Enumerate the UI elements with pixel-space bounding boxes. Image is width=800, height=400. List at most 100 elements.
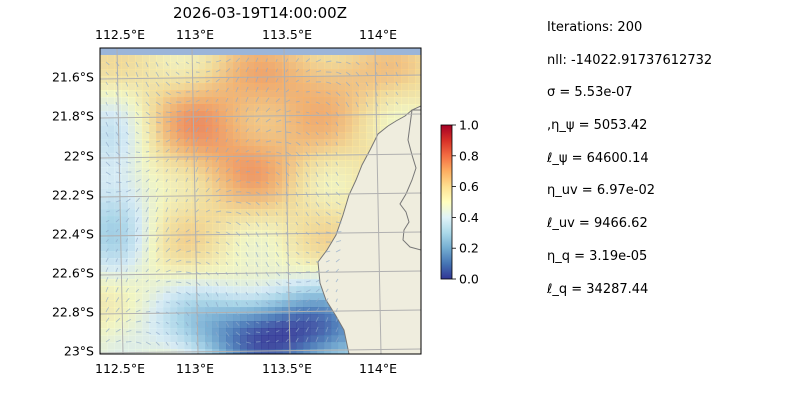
velocity-arrow [285, 261, 291, 266]
field-cell [149, 62, 157, 70]
field-cell [163, 230, 171, 238]
velocity-arrow [225, 158, 230, 163]
field-cell [142, 335, 150, 343]
field-cell [219, 216, 227, 224]
field-cell [331, 153, 339, 161]
velocity-arrow [225, 331, 230, 337]
velocity-arrow [115, 339, 121, 343]
field-cell [163, 293, 171, 301]
velocity-arrow [305, 131, 310, 136]
field-cell [135, 181, 143, 189]
velocity-arrow [305, 307, 311, 313]
field-cell [247, 293, 255, 301]
velocity-arrow [315, 101, 320, 104]
velocity-arrow [205, 241, 210, 243]
velocity-arrow [255, 331, 261, 334]
velocity-arrow [165, 129, 172, 133]
field-cell [170, 314, 178, 322]
field-cell [114, 118, 122, 126]
field-cell [219, 349, 227, 354]
field-cell [107, 209, 115, 217]
velocity-arrow [185, 137, 190, 143]
velocity-arrow [175, 198, 178, 203]
velocity-arrow [125, 198, 131, 203]
velocity-arrow [245, 321, 250, 325]
field-cell [142, 251, 150, 259]
field-cell [100, 188, 108, 196]
velocity-arrow [135, 217, 139, 223]
velocity-arrow [335, 161, 339, 166]
field-cell [121, 314, 129, 322]
field-cell [296, 272, 304, 280]
velocity-arrow [145, 111, 151, 116]
field-cell [107, 132, 115, 140]
field-cell [261, 244, 269, 252]
field-cell [296, 167, 304, 175]
field-cell [184, 62, 192, 70]
field-cell [212, 146, 220, 154]
velocity-arrow [215, 271, 219, 276]
velocity-arrow [335, 131, 338, 136]
field-cell [303, 174, 311, 182]
velocity-arrow [105, 238, 109, 243]
field-cell [219, 111, 227, 119]
field-cell [275, 349, 283, 354]
land-lagoon-coast [399, 109, 421, 251]
field-cell [107, 244, 115, 252]
velocity-arrow [215, 147, 219, 153]
field-cell [303, 104, 311, 112]
field-cell [163, 76, 171, 84]
field-cell [135, 153, 143, 161]
field-cell [303, 293, 311, 301]
field-cell [128, 69, 136, 77]
field-cell [128, 321, 136, 329]
field-cell [135, 244, 143, 252]
field-cell [338, 118, 346, 126]
field-cell [156, 342, 164, 350]
field-cell [268, 300, 276, 308]
field-cell [233, 83, 241, 91]
field-cell [149, 83, 157, 91]
field-cell [163, 139, 171, 147]
velocity-arrow [335, 171, 339, 176]
velocity-arrow [215, 331, 219, 338]
field-cell [170, 83, 178, 91]
field-cell [107, 328, 115, 336]
field-cell [261, 62, 269, 70]
velocity-arrow [335, 211, 342, 215]
field-cell [289, 209, 297, 217]
field-cell [170, 111, 178, 119]
velocity-arrow [245, 291, 248, 296]
field-cell [233, 258, 241, 266]
field-cell [289, 314, 297, 322]
velocity-arrow [275, 301, 281, 304]
field-cell [226, 97, 234, 105]
field-cell [156, 153, 164, 161]
field-cell [135, 62, 143, 70]
field-cell [240, 167, 248, 175]
velocity-arrow [265, 140, 272, 143]
velocity-arrow [225, 261, 229, 266]
field-cell [317, 251, 325, 259]
field-cell [247, 272, 255, 280]
field-cell [345, 153, 353, 161]
velocity-arrow [315, 326, 319, 333]
field-cell [268, 188, 276, 196]
field-cell [268, 335, 276, 343]
field-cell [191, 76, 199, 84]
field-cell [219, 83, 227, 91]
field-cell [121, 279, 129, 287]
velocity-arrow [195, 220, 199, 223]
velocity-arrow [315, 297, 320, 303]
field-cell [331, 139, 339, 147]
field-cell [100, 286, 108, 294]
velocity-arrow [285, 131, 292, 134]
field-cell [282, 216, 290, 224]
field-cell [254, 153, 262, 161]
velocity-arrow [155, 268, 160, 273]
velocity-arrow [145, 247, 149, 253]
field-cell [205, 118, 213, 126]
field-cell [317, 167, 325, 175]
field-cell [261, 118, 269, 126]
field-cell [233, 237, 241, 245]
